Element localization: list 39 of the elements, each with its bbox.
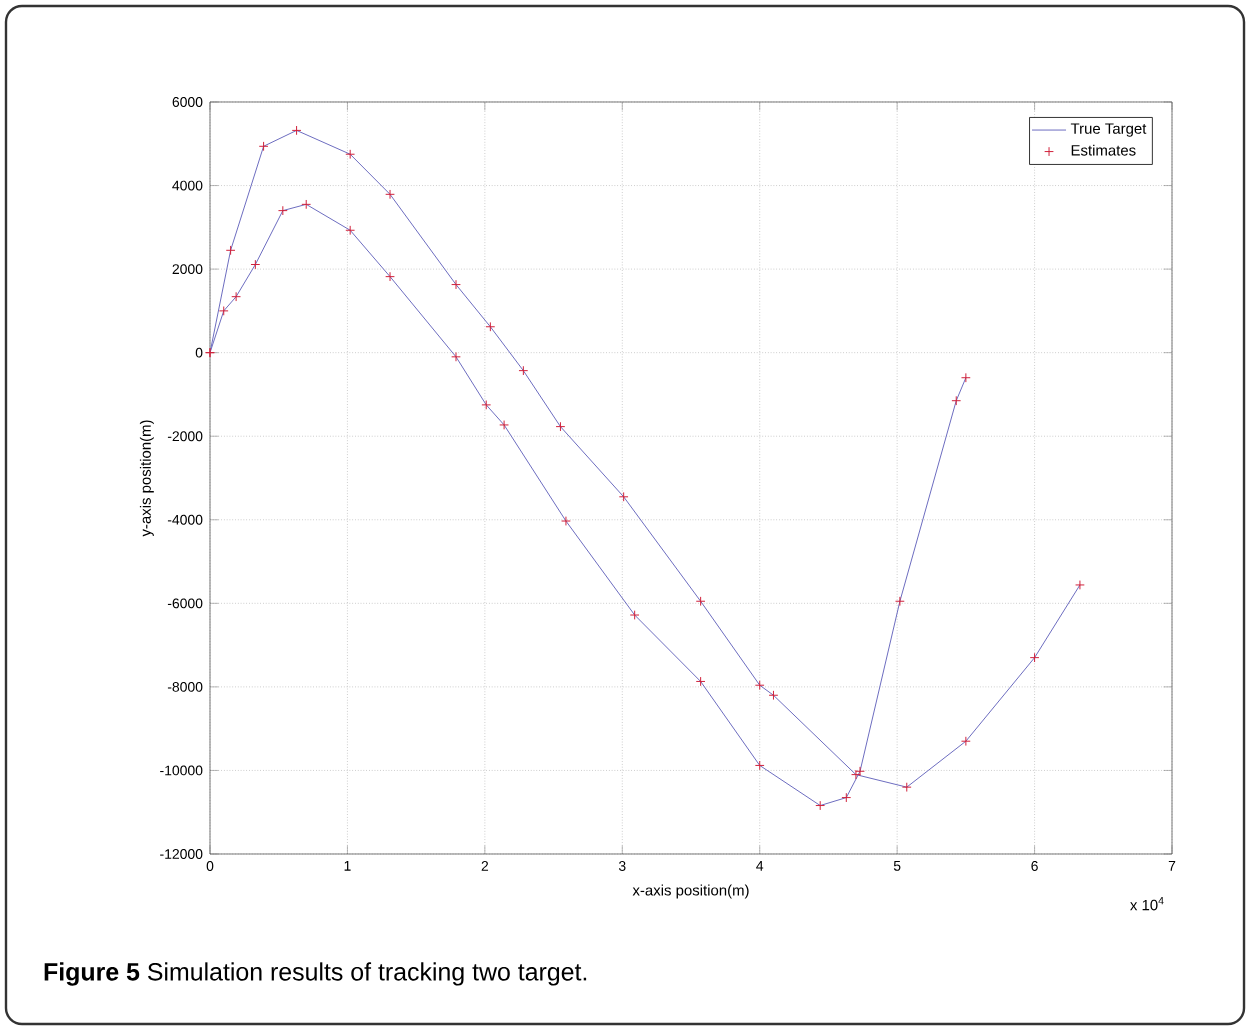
point	[555, 421, 566, 432]
point	[841, 792, 852, 803]
point	[855, 766, 865, 777]
point	[901, 782, 912, 793]
point	[345, 149, 356, 160]
point	[618, 491, 629, 502]
point	[451, 279, 461, 290]
point	[851, 769, 861, 780]
point	[345, 225, 356, 236]
point	[1029, 652, 1040, 663]
point	[301, 199, 312, 210]
point	[754, 760, 765, 771]
point	[385, 189, 395, 200]
point	[561, 516, 571, 526]
point	[385, 271, 395, 282]
point	[768, 690, 779, 701]
point	[1075, 580, 1085, 590]
point	[258, 141, 269, 152]
point	[231, 291, 241, 302]
point	[291, 125, 302, 136]
point	[485, 321, 496, 332]
point	[960, 736, 971, 747]
point	[225, 245, 236, 256]
point	[960, 372, 971, 383]
point	[695, 596, 706, 607]
point	[951, 395, 962, 406]
point	[218, 306, 229, 316]
point	[250, 259, 261, 270]
point	[695, 676, 706, 687]
point	[499, 420, 509, 430]
text: Figure 5 Simulation results of tracking two target.	[44, 962, 587, 986]
point	[895, 596, 905, 607]
point	[518, 365, 529, 376]
point	[277, 205, 288, 216]
point	[481, 400, 492, 410]
point	[815, 800, 826, 811]
point	[629, 610, 640, 620]
point	[754, 680, 765, 691]
point	[451, 351, 461, 362]
